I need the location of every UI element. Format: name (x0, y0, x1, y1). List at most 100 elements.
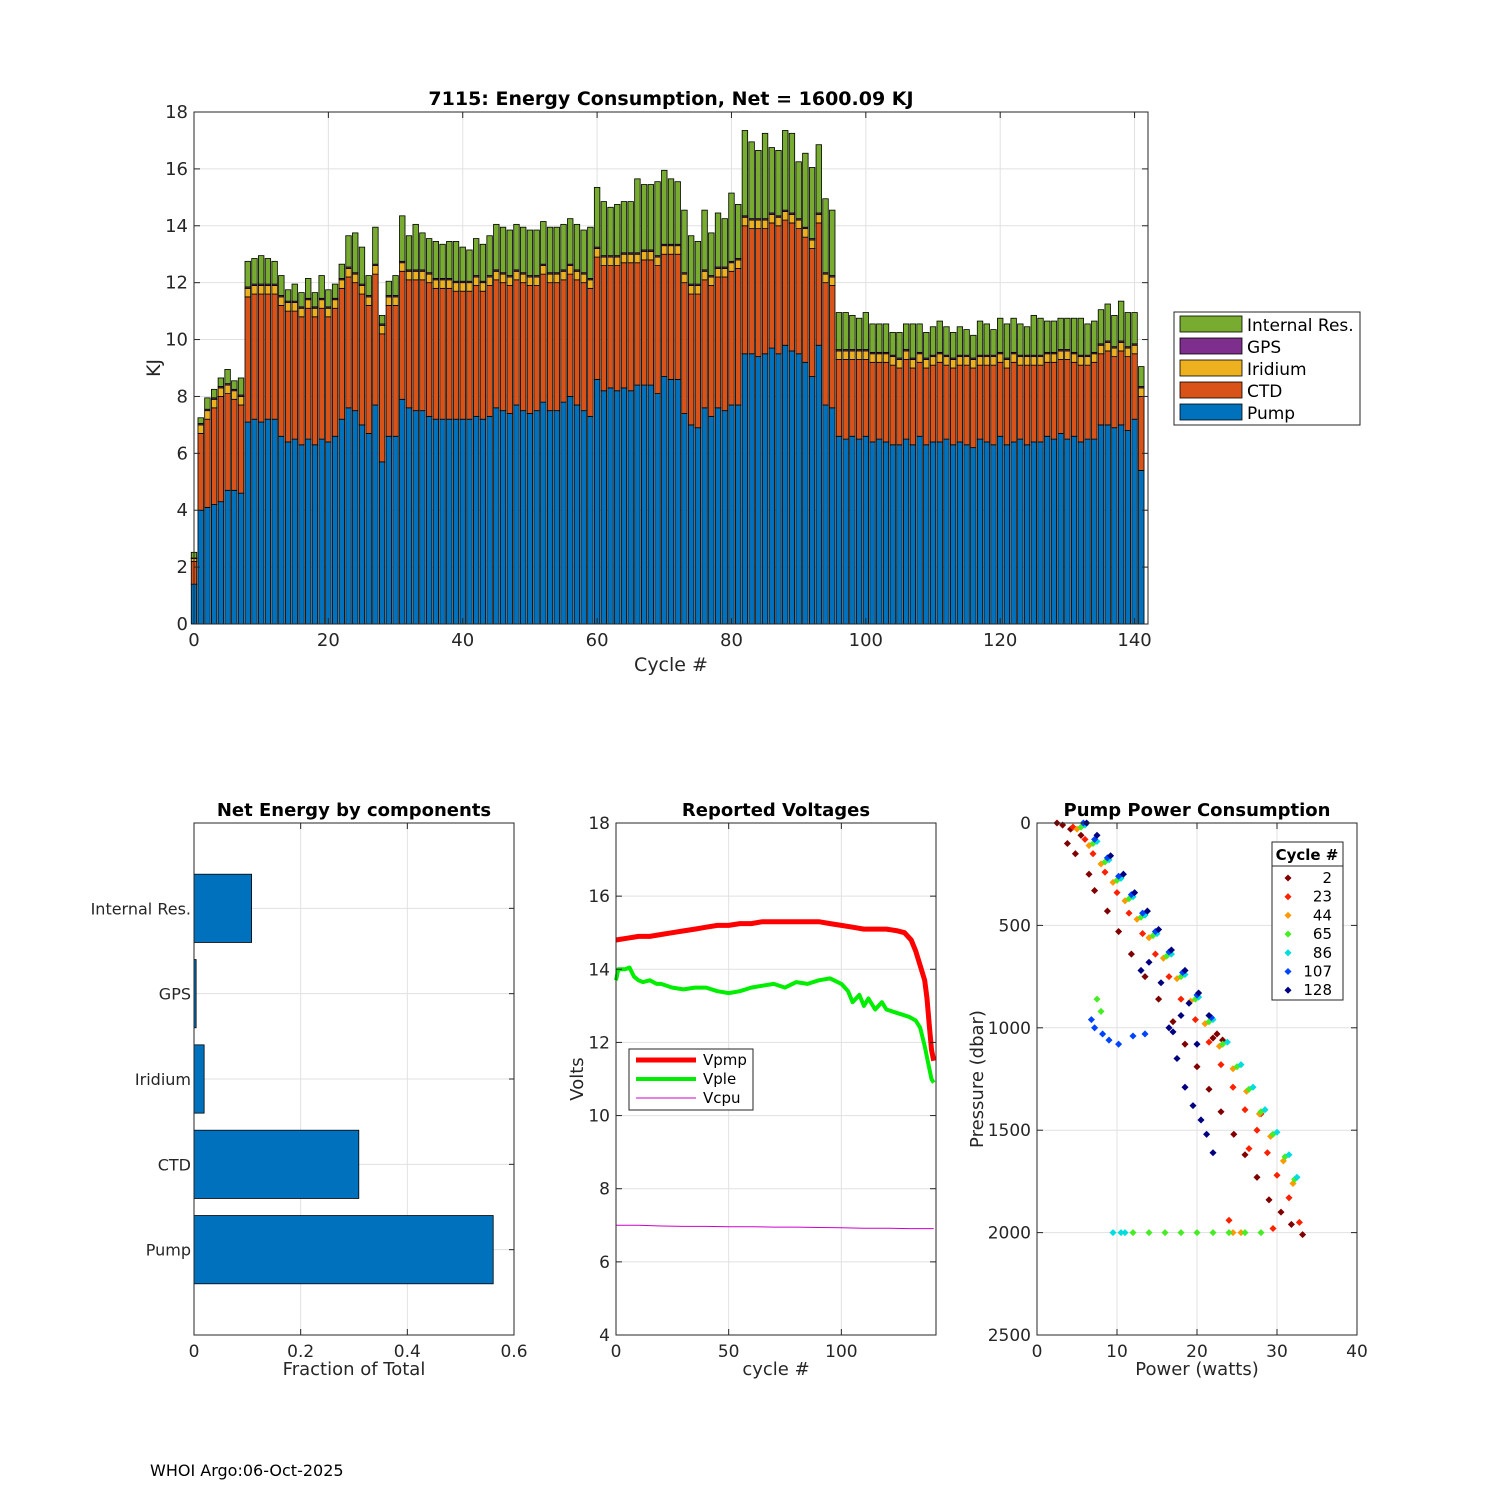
bar-iridium-cycle-3 (211, 398, 218, 409)
bar-pump-cycle-102 (876, 438, 883, 625)
bar-pump-cycle-6 (231, 489, 238, 625)
bar-ctd-cycle-120 (997, 361, 1004, 437)
bar-pump-cycle-104 (889, 444, 896, 625)
bar-ctd-cycle-140 (1131, 353, 1138, 420)
bar-iridium-cycle-121 (1003, 359, 1011, 369)
y-tick-label: 10 (588, 1107, 610, 1127)
axes-box (193, 822, 515, 1336)
bar-pump-cycle-116 (970, 447, 977, 625)
bar-ctd-cycle-97 (842, 359, 849, 440)
bar-ctd-cycle-78 (714, 276, 722, 409)
bar-ctd-cycle-67 (640, 259, 648, 386)
bar-ctd-cycle-34 (419, 279, 426, 412)
bar-pump-cycle-45 (493, 407, 500, 625)
bar-ctd-cycle-73 (681, 282, 688, 414)
bar-internal-res-cycle-132 (1077, 317, 1084, 356)
bar-ctd-cycle-38 (446, 287, 453, 420)
bar-pump-cycle-61 (600, 390, 607, 625)
bar-pump-cycle-16 (298, 444, 305, 625)
bar-ctd-cycle-88 (782, 219, 789, 346)
bar-pump-cycle-76 (701, 407, 708, 625)
bar-iridium-cycle-102 (876, 353, 883, 363)
bar-pump-cycle-115 (963, 444, 970, 625)
bar-iridium-cycle-96 (835, 350, 843, 360)
bar-internal-res-cycle-16 (298, 292, 305, 308)
bar-internal-res-cycle-137 (1111, 314, 1118, 348)
bar-internal-res-cycle-111 (936, 320, 943, 353)
bar-internal-res-cycle-41 (466, 249, 473, 282)
bar-internal-res-cycle-66 (634, 178, 641, 254)
category-label: Pump (146, 1241, 191, 1260)
bar-pump-cycle-120 (997, 435, 1004, 625)
bar-internal-res-cycle-101 (869, 323, 876, 353)
bar-internal-res-cycle-1 (197, 417, 204, 424)
legend-label: Vpmp (703, 1051, 747, 1069)
bar-pump-cycle-31 (399, 398, 406, 625)
bar-ctd-cycle-135 (1097, 353, 1105, 426)
bar-internal-res-cycle-58 (580, 229, 587, 274)
bar-internal-res-cycle-61 (600, 201, 607, 257)
bar-ctd-cycle-41 (466, 290, 473, 420)
y-tick-label: 16 (588, 887, 610, 907)
bar-internal-res-cycle-127 (1044, 320, 1051, 353)
bar-internal-res-cycle-83 (748, 141, 755, 220)
bar-internal-res-cycle-2 (204, 397, 211, 410)
bar-ctd-cycle-58 (580, 282, 587, 412)
bar-internal-res-cycle-64 (620, 201, 628, 254)
bar-ctd-cycle-29 (385, 305, 392, 437)
bar-iridium-cycle-83 (748, 219, 755, 230)
bar-ctd-cycle-123 (1017, 364, 1024, 440)
bar-pump-cycle-101 (869, 441, 876, 625)
bar-ctd-cycle-53 (546, 282, 554, 412)
voltage-chart: 0 50 100 4 6 8 10 12 14 16 18 Reported Voltages cycl… (567, 800, 937, 1380)
bar-pump-cycle-52 (540, 401, 547, 625)
bar-internal-res-cycle-133 (1084, 323, 1091, 356)
bar-ctd-cycle-76 (701, 279, 708, 409)
bar-ctd-cycle-48 (513, 279, 520, 406)
bar-pump-cycle-71 (667, 378, 675, 625)
bar-iridium-cycle-78 (714, 268, 722, 278)
bar-ctd-cycle-27 (372, 273, 379, 406)
bar-pump-cycle-56 (567, 396, 574, 625)
bar-pump-cycle-107 (909, 444, 917, 625)
bar-ctd-cycle-139 (1124, 356, 1131, 431)
bar-pump-cycle-122 (1010, 441, 1017, 625)
bar-internal-res-cycle-42 (473, 238, 480, 276)
bar-ctd-cycle-36 (432, 287, 440, 420)
bar-ctd-cycle-49 (520, 282, 527, 412)
bar-ctd-cycle-50 (526, 285, 534, 414)
bar-ctd-cycle-87 (775, 225, 782, 355)
bar-iridium-cycle-6 (231, 390, 238, 400)
legend-label: 107 (1303, 963, 1332, 981)
cycle-legend-box (1271, 841, 1344, 1001)
bar-internal-res-cycle-4 (217, 377, 225, 387)
bar-iridium-cycle-123 (1017, 356, 1024, 366)
bar-ctd-cycle-129 (1057, 359, 1064, 434)
bar-iridium-cycle-140 (1131, 344, 1138, 355)
bar-internal-res-cycle-51 (533, 229, 540, 276)
bar-pump-cycle-97 (842, 438, 849, 625)
y-tick-label: 0 (177, 614, 188, 635)
bar-internal-res-cycle-57 (573, 223, 581, 271)
bar-iridium-cycle-92 (808, 239, 816, 249)
bar-ctd-cycle-111 (936, 361, 943, 443)
bar-internal-res-cycle-90 (795, 161, 802, 220)
bar-ctd-cycle-65 (627, 262, 634, 392)
bar-ctd-cycle-11 (264, 293, 272, 420)
bar-pump-cycle-21 (331, 435, 339, 625)
bar-pump-cycle-35 (425, 415, 433, 625)
bar-ctd-cycle-47 (506, 285, 513, 414)
bar-internal-res-cycle-3 (211, 388, 218, 399)
bar-pump-cycle-86 (768, 347, 775, 625)
bar-ctd-cycle-15 (291, 310, 298, 440)
bar-pump-cycle-93 (815, 344, 822, 625)
bar-iridium-cycle-98 (849, 350, 856, 360)
bar-pump-cycle-72 (674, 378, 681, 625)
energy-chart: 0 20 40 60 80 100 120 140 0 2 4 6 8 10 12 14 16 18 7115: E… (143, 88, 1361, 676)
bar-internal-res-cycle-94 (822, 198, 829, 274)
bar-iridium-cycle-25 (358, 285, 366, 295)
bar-pump-cycle-134 (1091, 438, 1098, 625)
y-tick-label: 14 (165, 216, 188, 237)
bar-iridium-cycle-114 (956, 356, 964, 366)
bar-iridium-cycle-80 (728, 262, 735, 272)
